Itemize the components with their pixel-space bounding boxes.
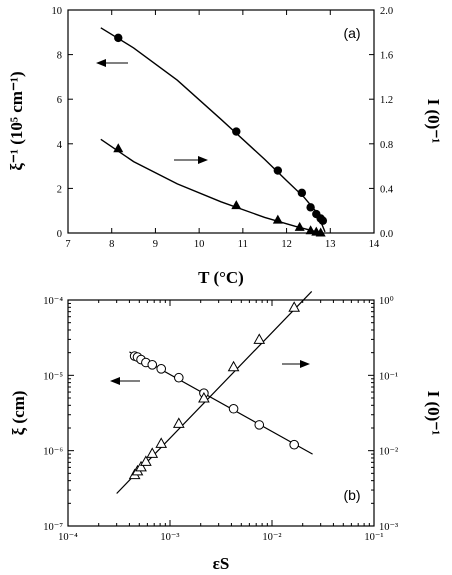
data-point-open-triangle (135, 460, 147, 472)
y2-tick-label: 10⁻¹ (379, 371, 398, 382)
panel-a-points (113, 33, 328, 237)
y2-tick-label: 0.8 (380, 140, 393, 151)
y-tick-label: 0 (57, 229, 62, 240)
panel-a-label: (a) (343, 25, 360, 41)
y2-tick-label: 1.2 (380, 95, 393, 106)
x-tick-label: 7 (65, 239, 70, 250)
data-point-open-circle (289, 439, 299, 450)
data-point-open-triangle (146, 447, 159, 458)
data-point-open-triangle (172, 417, 185, 428)
panel-b-x-ticks: 10⁻⁴ 10⁻³ 10⁻² 10⁻¹ (58, 300, 384, 543)
data-point-circle (297, 188, 307, 198)
data-point-open-circle (174, 372, 184, 383)
x-tick-label: 10⁻¹ (364, 532, 383, 543)
panel-b-y2-ticks: 10⁻³ 10⁻² 10⁻¹ 10⁰ (368, 295, 398, 533)
panel-a-x-ticks: 7 8 9 10 11 12 13 14 (65, 10, 380, 250)
panel-a-y2-label: I (0)⁻¹ (424, 99, 443, 144)
data-point-open-triangle (253, 333, 266, 344)
data-point-open-triangle (155, 437, 168, 448)
panel-b-frame (67, 299, 375, 527)
panel-a-frame (67, 9, 375, 234)
data-point-open-circle (147, 359, 158, 370)
data-point-circle (114, 33, 123, 43)
x-tick-label: 10 (194, 239, 205, 250)
data-point-triangle (294, 221, 305, 231)
panel-a-y2-ticks: 0.0 0.4 0.8 1.2 1.6 2.0 (369, 6, 394, 240)
x-tick-label: 10⁻⁴ (58, 532, 78, 543)
x-tick-label: 14 (369, 239, 380, 250)
panel-a-right-arrow (174, 156, 208, 164)
data-point-circle (306, 203, 315, 212)
y-tick-label: 6 (57, 95, 62, 106)
panel-b-points (128, 301, 301, 480)
panel-b-left-arrow (110, 377, 140, 385)
data-point-triangle (113, 143, 124, 153)
y2-tick-label: 0.0 (380, 229, 393, 240)
x-tick-label: 10⁻³ (160, 532, 179, 543)
panel-b-y2-label: I (0)⁻¹ (424, 391, 443, 436)
y-tick-label: 10⁻⁶ (43, 447, 63, 458)
y2-tick-label: 10⁻³ (379, 522, 398, 533)
panel-b-y-ticks: 10⁻⁷ 10⁻⁶ 10⁻⁵ 10⁻⁴ (43, 296, 74, 533)
y-tick-label: 10⁻⁷ (43, 522, 63, 533)
y-tick-label: 2 (57, 184, 62, 195)
panel-b-label: (b) (343, 487, 360, 503)
panel-b: 10⁻⁴ 10⁻³ 10⁻² 10⁻¹ 10⁻⁷10⁻⁶10⁻⁵10⁻⁴ 10⁻³10… (9, 290, 443, 573)
data-point-open-triangle (198, 391, 210, 403)
x-tick-label: 10⁻² (262, 532, 281, 543)
panel-a-fit-curves (100, 27, 326, 234)
panel-a-left-arrow (96, 59, 128, 67)
y2-tick-label: 1.6 (380, 51, 393, 62)
x-tick-label: 9 (153, 239, 158, 250)
panel-a-y-ticks: 0 2 4 6 8 10 (52, 6, 73, 240)
y-tick-label: 10⁻⁴ (43, 296, 63, 307)
x-tick-label: 11 (238, 239, 248, 250)
panel-a-x-label: T (°C) (198, 268, 244, 287)
fit-curve-1 (100, 138, 322, 234)
panel-b-right-arrow (282, 360, 310, 368)
panel-b-y-label: ξ (cm) (9, 391, 28, 436)
data-point-open-circle (228, 403, 239, 414)
data-point-open-circle (156, 364, 167, 374)
data-point-open-triangle (140, 455, 152, 466)
data-point-open-triangle (288, 301, 301, 312)
data-point-triangle (305, 225, 316, 235)
panel-a: 7 8 9 10 11 12 13 14 0 2 4 6 8 10 0.0 0.4 0.8 1.2 1.6 2.0… (7, 6, 443, 287)
fit-curve-0 (100, 27, 326, 233)
data-point-triangle (315, 227, 326, 237)
y-tick-label: 10 (52, 6, 63, 17)
data-point-open-triangle (227, 360, 240, 372)
data-point-circle (318, 216, 328, 225)
x-tick-label: 12 (281, 239, 292, 250)
data-point-circle (232, 127, 241, 136)
y2-tick-label: 10⁻² (379, 447, 398, 458)
x-tick-label: 13 (325, 239, 336, 250)
y2-tick-label: 10⁰ (379, 295, 395, 307)
fit-line-1 (116, 290, 313, 494)
y2-tick-label: 0.4 (380, 184, 394, 195)
y2-tick-label: 2.0 (380, 6, 393, 17)
y-tick-label: 4 (57, 140, 63, 151)
panel-a-y-label: ξ⁻¹ (10⁵ cm⁻¹) (7, 71, 26, 170)
data-point-triangle (231, 200, 242, 210)
data-point-circle (273, 166, 283, 175)
panel-b-x-label: εS (213, 554, 230, 573)
x-tick-label: 8 (109, 239, 114, 250)
data-point-open-circle (254, 420, 265, 430)
y-tick-label: 10⁻⁵ (43, 371, 63, 382)
y-tick-label: 8 (57, 51, 62, 62)
data-point-triangle (272, 214, 283, 224)
